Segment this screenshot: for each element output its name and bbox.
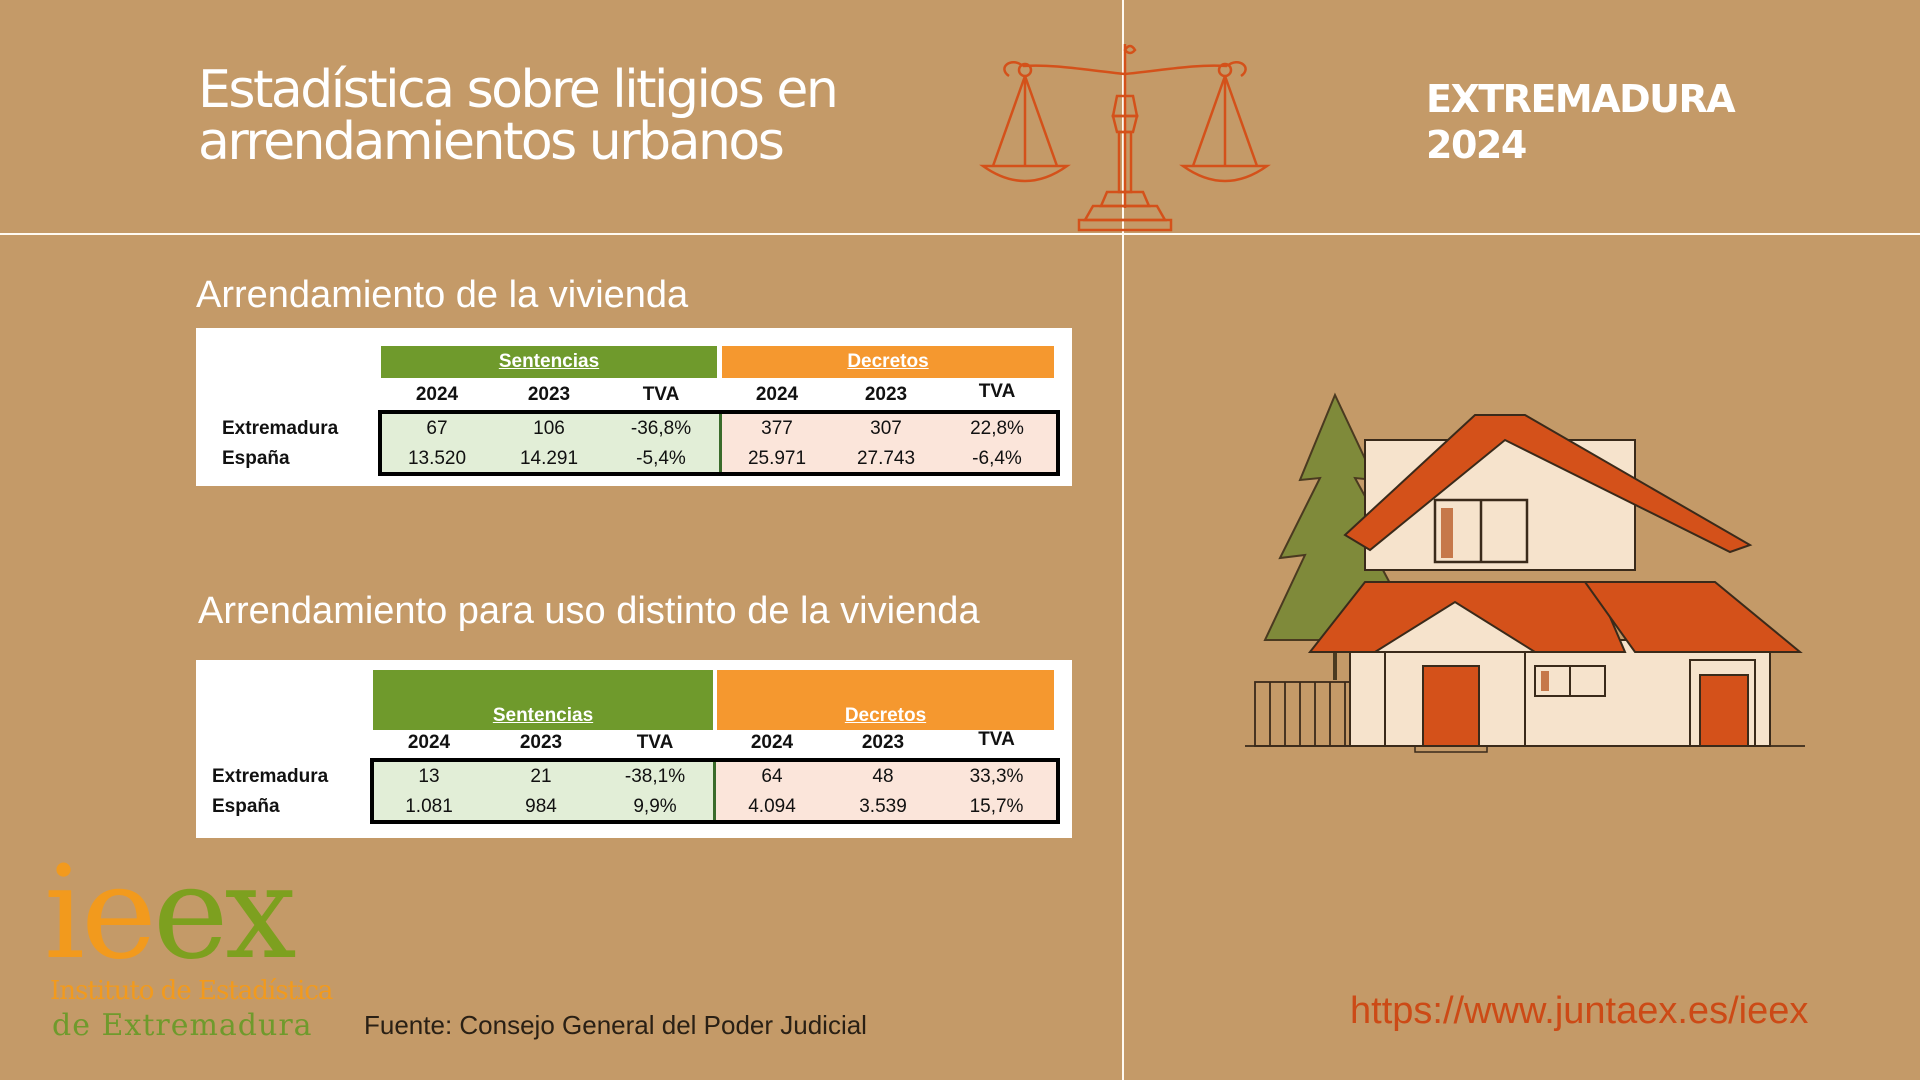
scales-of-justice-icon [979, 44, 1271, 232]
table-cell: 33,3% [969, 766, 1024, 787]
data-table: Sentencias Decretos 2024 2023 TVA 2024 2… [196, 328, 1072, 486]
table-cell: 9,9% [633, 796, 677, 817]
table-cell: 377 [761, 418, 793, 439]
horizontal-divider [0, 233, 1920, 235]
table-cell: 4.094 [748, 796, 796, 817]
row-label-extremadura: Extremadura [222, 418, 339, 439]
logo-subtitle-line2: de Extremadura [52, 1008, 313, 1043]
group-header-sentencias: Sentencias [373, 670, 713, 730]
column-header: 2023 [519, 732, 563, 753]
column-header: 2023 [864, 384, 908, 405]
ieex-logo: ieex Instituto de Estadística de Extrema… [44, 850, 344, 1050]
table-cell: 22,8% [970, 418, 1024, 439]
column-header: TVA [978, 381, 1016, 402]
column-header: TVA [642, 384, 680, 405]
vertical-divider [1122, 0, 1124, 1080]
logo-subtitle-line1: Instituto de Estadística [50, 976, 333, 1006]
house-illustration-icon [1245, 392, 1805, 753]
table-cell: 13.520 [407, 448, 467, 469]
data-border [370, 758, 1060, 824]
table-cell: 67 [426, 418, 448, 439]
page-title-line1: Estadística sobre litigios en [198, 60, 839, 120]
table-cell: 984 [525, 796, 557, 817]
sentencias-cells-bg [372, 758, 714, 822]
table-cell: 64 [761, 766, 783, 787]
logo-letters-green: ex [152, 839, 297, 988]
column-header: TVA [978, 729, 1015, 750]
data-border [378, 410, 1060, 476]
region-label: EXTREMADURA 2024 [1426, 76, 1736, 168]
group-header-decretos: Decretos [717, 670, 1054, 730]
page-title-line2: arrendamientos urbanos [198, 112, 785, 172]
column-header: 2024 [755, 384, 799, 405]
table-cell: 27.743 [856, 448, 916, 469]
section-title-uso-distinto: Arrendamiento para uso distinto de la vi… [198, 590, 980, 632]
group-header-decretos: Decretos [722, 346, 1054, 378]
row-label-espana: España [222, 448, 290, 469]
table-cell: -6,4% [972, 448, 1022, 469]
logo-letters: ieex [44, 850, 297, 978]
table-cell: 307 [870, 418, 902, 439]
column-header: 2024 [750, 732, 794, 753]
source-note: Fuente: Consejo General del Poder Judici… [364, 1010, 867, 1040]
decretos-cells-bg [716, 758, 1058, 822]
table-cell: -36,8% [630, 418, 692, 439]
table-cell: 106 [533, 418, 565, 439]
row-label-extremadura: Extremadura [212, 766, 329, 787]
table-card-uso-distinto: Sentencias Decretos 2024 2023 TVA 2024 2… [196, 660, 1072, 838]
table-cell: 13 [418, 766, 440, 787]
table-cell: 14.291 [519, 448, 579, 469]
table-cell: 1.081 [405, 796, 453, 817]
data-table: Sentencias Decretos 2024 2023 TVA 2024 2… [196, 660, 1072, 838]
column-header: TVA [636, 732, 674, 753]
group-separator [719, 414, 722, 472]
column-header: 2024 [407, 732, 451, 753]
table-cell: 21 [530, 766, 552, 787]
website-link[interactable]: https://www.juntaex.es/ieex [1350, 990, 1809, 1032]
table-card-vivienda: Sentencias Decretos 2024 2023 TVA 2024 2… [196, 328, 1072, 486]
column-header: 2023 [527, 384, 571, 405]
region-year: 2024 [1426, 123, 1527, 167]
table-cell: 15,7% [969, 796, 1024, 817]
column-header: 2023 [861, 732, 905, 753]
group-header-sentencias: Sentencias [381, 346, 717, 378]
table-cell: -38,1% [624, 766, 686, 787]
row-label-espana: España [212, 796, 280, 817]
table-cell: 3.539 [859, 796, 907, 817]
region-name: EXTREMADURA [1426, 77, 1736, 121]
page-title: Estadística sobre litigios en arrendamie… [198, 60, 839, 172]
table-cell: -5,4% [636, 448, 686, 469]
group-separator [713, 762, 716, 820]
table-cell: 48 [872, 766, 894, 787]
section-title-vivienda: Arrendamiento de la vivienda [196, 274, 689, 316]
logo-letters-orange: ie [44, 839, 157, 988]
sentencias-cells-bg [380, 410, 720, 474]
column-header: 2024 [415, 384, 459, 405]
decretos-cells-bg [722, 410, 1058, 474]
table-cell: 25.971 [747, 448, 807, 469]
